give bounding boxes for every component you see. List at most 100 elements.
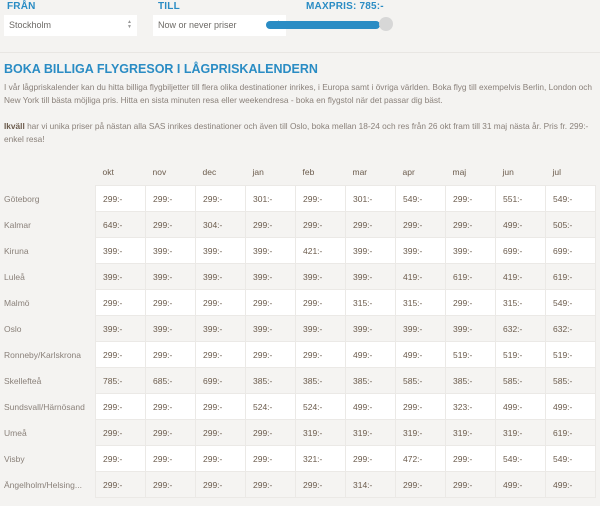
price-cell[interactable]: 619:- <box>545 419 596 446</box>
price-cell[interactable]: 299:- <box>245 445 296 472</box>
price-cell[interactable]: 299:- <box>145 419 196 446</box>
price-cell[interactable]: 299:- <box>195 471 246 498</box>
price-cell[interactable]: 299:- <box>95 341 146 368</box>
price-cell[interactable]: 699:- <box>195 367 246 394</box>
maxprice-slider-handle[interactable] <box>379 17 393 31</box>
price-cell[interactable]: 551:- <box>495 185 546 212</box>
price-cell[interactable]: 399:- <box>245 315 296 342</box>
price-cell[interactable]: 385:- <box>295 367 346 394</box>
price-cell[interactable]: 399:- <box>295 315 346 342</box>
price-cell[interactable]: 299:- <box>295 289 346 316</box>
price-cell[interactable]: 299:- <box>195 445 246 472</box>
price-cell[interactable]: 549:- <box>395 185 446 212</box>
price-cell[interactable]: 315:- <box>495 289 546 316</box>
price-cell[interactable]: 632:- <box>545 315 596 342</box>
price-cell[interactable]: 505:- <box>545 211 596 238</box>
price-cell[interactable]: 385:- <box>345 367 396 394</box>
price-cell[interactable]: 299:- <box>95 289 146 316</box>
price-cell[interactable]: 299:- <box>395 471 446 498</box>
price-cell[interactable]: 399:- <box>445 237 496 264</box>
price-cell[interactable]: 385:- <box>245 367 296 394</box>
price-cell[interactable]: 419:- <box>395 263 446 290</box>
price-cell[interactable]: 299:- <box>195 185 246 212</box>
price-cell[interactable]: 585:- <box>395 367 446 394</box>
price-cell[interactable]: 399:- <box>195 315 246 342</box>
price-cell[interactable]: 585:- <box>495 367 546 394</box>
price-cell[interactable]: 399:- <box>245 237 296 264</box>
maxprice-slider-track[interactable] <box>266 21 380 29</box>
price-cell[interactable]: 499:- <box>395 341 446 368</box>
price-cell[interactable]: 299:- <box>395 393 446 420</box>
price-cell[interactable]: 685:- <box>145 367 196 394</box>
price-cell[interactable]: 299:- <box>445 185 496 212</box>
price-cell[interactable]: 549:- <box>545 185 596 212</box>
price-cell[interactable]: 299:- <box>145 445 196 472</box>
price-cell[interactable]: 299:- <box>145 185 196 212</box>
price-cell[interactable]: 619:- <box>545 263 596 290</box>
price-cell[interactable]: 385:- <box>445 367 496 394</box>
price-cell[interactable]: 399:- <box>145 263 196 290</box>
price-cell[interactable]: 319:- <box>295 419 346 446</box>
price-cell[interactable]: 299:- <box>295 341 346 368</box>
price-cell[interactable]: 399:- <box>95 315 146 342</box>
price-cell[interactable]: 632:- <box>495 315 546 342</box>
price-cell[interactable]: 299:- <box>395 211 446 238</box>
price-cell[interactable]: 299:- <box>445 289 496 316</box>
price-cell[interactable]: 323:- <box>445 393 496 420</box>
price-cell[interactable]: 299:- <box>245 419 296 446</box>
price-cell[interactable]: 399:- <box>395 315 446 342</box>
price-cell[interactable]: 319:- <box>445 419 496 446</box>
from-select[interactable]: Stockholm ▲ ▼ <box>4 15 137 36</box>
price-cell[interactable]: 785:- <box>95 367 146 394</box>
price-cell[interactable]: 299:- <box>145 393 196 420</box>
price-cell[interactable]: 585:- <box>545 367 596 394</box>
price-cell[interactable]: 399:- <box>95 263 146 290</box>
price-cell[interactable]: 299:- <box>95 185 146 212</box>
price-cell[interactable]: 315:- <box>395 289 446 316</box>
price-cell[interactable]: 299:- <box>95 393 146 420</box>
price-cell[interactable]: 421:- <box>295 237 346 264</box>
price-cell[interactable]: 299:- <box>345 445 396 472</box>
price-cell[interactable]: 519:- <box>545 341 596 368</box>
price-cell[interactable]: 299:- <box>195 419 246 446</box>
price-cell[interactable]: 699:- <box>495 237 546 264</box>
price-cell[interactable]: 499:- <box>495 393 546 420</box>
price-cell[interactable]: 299:- <box>145 289 196 316</box>
price-cell[interactable]: 299:- <box>195 393 246 420</box>
price-cell[interactable]: 524:- <box>245 393 296 420</box>
price-cell[interactable]: 399:- <box>145 315 196 342</box>
price-cell[interactable]: 519:- <box>495 341 546 368</box>
price-cell[interactable]: 399:- <box>345 263 396 290</box>
price-cell[interactable]: 299:- <box>245 289 296 316</box>
price-cell[interactable]: 299:- <box>345 211 396 238</box>
price-cell[interactable]: 299:- <box>245 341 296 368</box>
price-cell[interactable]: 519:- <box>445 341 496 368</box>
price-cell[interactable]: 549:- <box>495 445 546 472</box>
price-cell[interactable]: 299:- <box>445 445 496 472</box>
price-cell[interactable]: 419:- <box>495 263 546 290</box>
price-cell[interactable]: 299:- <box>445 211 496 238</box>
price-cell[interactable]: 299:- <box>95 419 146 446</box>
price-cell[interactable]: 319:- <box>395 419 446 446</box>
price-cell[interactable]: 699:- <box>545 237 596 264</box>
price-cell[interactable]: 499:- <box>545 393 596 420</box>
price-cell[interactable]: 399:- <box>445 315 496 342</box>
price-cell[interactable]: 299:- <box>445 471 496 498</box>
price-cell[interactable]: 299:- <box>95 471 146 498</box>
price-cell[interactable]: 299:- <box>295 185 346 212</box>
price-cell[interactable]: 399:- <box>295 263 346 290</box>
price-cell[interactable]: 649:- <box>95 211 146 238</box>
price-cell[interactable]: 299:- <box>295 211 346 238</box>
price-cell[interactable]: 524:- <box>295 393 346 420</box>
price-cell[interactable]: 299:- <box>95 445 146 472</box>
price-cell[interactable]: 314:- <box>345 471 396 498</box>
price-cell[interactable]: 301:- <box>245 185 296 212</box>
price-cell[interactable]: 399:- <box>345 237 396 264</box>
price-cell[interactable]: 499:- <box>545 471 596 498</box>
price-cell[interactable]: 499:- <box>495 211 546 238</box>
price-cell[interactable]: 321:- <box>295 445 346 472</box>
price-cell[interactable]: 315:- <box>345 289 396 316</box>
price-cell[interactable]: 301:- <box>345 185 396 212</box>
price-cell[interactable]: 549:- <box>545 289 596 316</box>
price-cell[interactable]: 299:- <box>245 471 296 498</box>
